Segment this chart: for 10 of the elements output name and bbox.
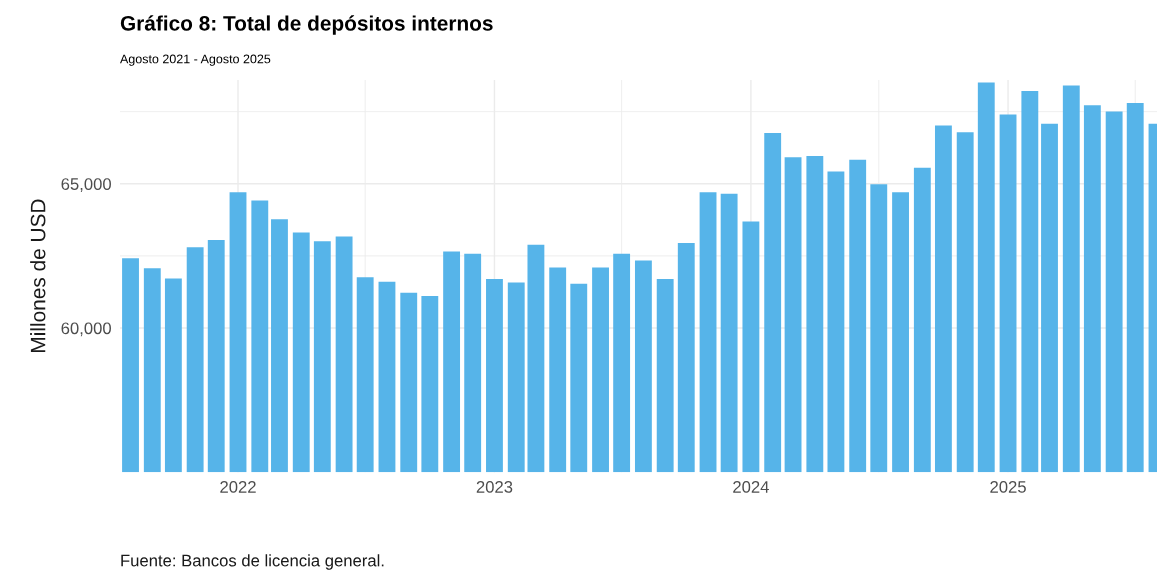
x-tick-label: 2023 — [476, 480, 513, 493]
x-tick-label: 2024 — [733, 480, 769, 493]
chart-title: Gráfico 8: Total de depósitos internos — [120, 15, 493, 35]
chart-subtitle: Agosto 2021 - Agosto 2025 — [120, 54, 271, 66]
x-tick-label: 2025 — [990, 480, 1026, 493]
x-tick-label: 2022 — [220, 480, 256, 493]
y-tick-label: 65,000 — [61, 178, 111, 192]
y-axis-title: Millones de USD — [30, 199, 46, 352]
y-tick-label: 60,000 — [61, 322, 111, 337]
source-note: Fuente: Bancos de licencia general. — [121, 554, 384, 570]
